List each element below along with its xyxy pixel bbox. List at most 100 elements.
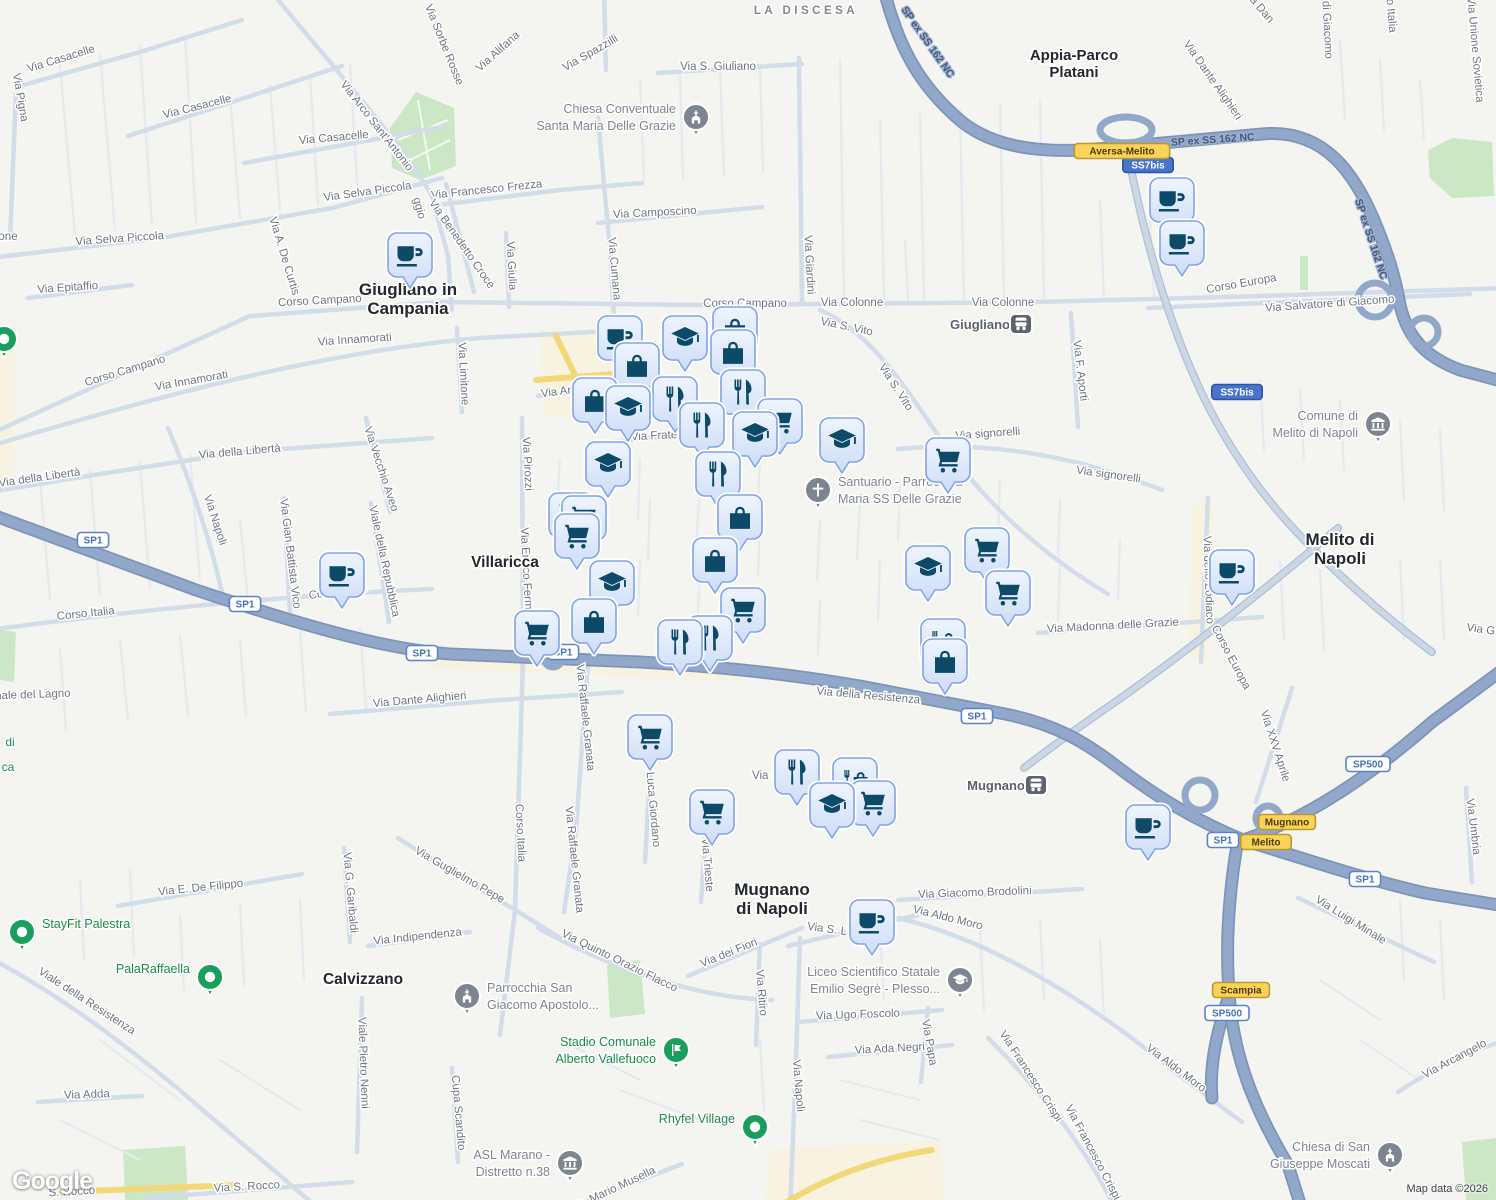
poi-cross-pin[interactable] <box>804 476 832 511</box>
city-label: Campania <box>367 299 449 318</box>
train-station-icon[interactable] <box>1024 774 1048 796</box>
pin-coffee[interactable] <box>1157 218 1207 279</box>
station-label: Mugnano <box>967 778 1025 793</box>
poi-label[interactable]: StayFit Palestra <box>41 916 132 933</box>
pin-coffee[interactable] <box>1123 802 1173 863</box>
poi-dot-pin[interactable] <box>8 918 36 953</box>
svg-text:SP1: SP1 <box>554 648 573 659</box>
poi-church-pin[interactable] <box>1376 1141 1404 1176</box>
road-label: Via Giardini <box>801 235 816 295</box>
svg-text:SP1: SP1 <box>413 649 432 660</box>
poi-label[interactable]: Distretto n.38 <box>474 1164 551 1181</box>
poi-label[interactable]: Comune di <box>1296 408 1359 425</box>
poi-label[interactable]: Parrocchia San <box>486 980 575 997</box>
city-label: Mugnano <box>734 880 810 899</box>
train-station-icon[interactable] <box>1009 313 1033 335</box>
route-shield: SP1 <box>228 595 262 613</box>
pin-cart[interactable] <box>625 712 675 773</box>
poi-label[interactable]: Liceo Scientifico Statale <box>806 964 942 981</box>
road-label: Corso Italia <box>512 803 527 862</box>
pin-coffee[interactable] <box>385 230 435 291</box>
svg-text:SP500: SP500 <box>1212 1009 1242 1020</box>
route-shield: Aversa-Melito <box>1073 142 1171 160</box>
pin-coffee[interactable] <box>847 897 897 958</box>
pin-grad[interactable] <box>730 409 780 470</box>
route-shield: Melito <box>1240 833 1293 851</box>
route-shield: SP1 <box>405 644 439 662</box>
poi-dot-pin[interactable] <box>196 963 224 998</box>
svg-text:SS7bis: SS7bis <box>1220 388 1254 399</box>
poi-label[interactable]: ASL Marano - <box>472 1147 552 1164</box>
poi-label[interactable]: Melito di Napoli <box>1271 425 1359 442</box>
pin-cart[interactable] <box>552 511 602 572</box>
road-label: nale del Lagno <box>0 688 71 703</box>
poi-dot-pin[interactable] <box>0 325 18 360</box>
pin-grad[interactable] <box>807 780 857 841</box>
road-label: Via S. Rocco <box>213 1179 280 1194</box>
poi-label[interactable]: Giuseppe Moscati <box>1268 1156 1371 1173</box>
svg-text:SP1: SP1 <box>1214 836 1233 847</box>
poi-label[interactable]: Giacomo Apostolo... <box>486 997 601 1014</box>
road-label: Corso Campano <box>278 293 362 309</box>
svg-text:SP500: SP500 <box>1353 760 1383 771</box>
pin-grad[interactable] <box>583 439 633 500</box>
pin-cart[interactable] <box>983 568 1033 629</box>
pin-cart[interactable] <box>848 778 898 839</box>
poi-label[interactable]: Stadio Comunale <box>559 1034 658 1051</box>
route-shield: Mugnano <box>1257 813 1317 831</box>
poi-label[interactable]: Maria SS Delle Grazie <box>837 491 964 508</box>
poi-label[interactable]: Alberto Vallefuoco <box>554 1051 658 1068</box>
poi-label[interactable]: Chiesa Conventuale <box>562 101 678 118</box>
pin-cart[interactable] <box>687 787 737 848</box>
pin-bag[interactable] <box>920 636 970 697</box>
poi-church-pin[interactable] <box>453 982 481 1017</box>
pin-grad[interactable] <box>603 383 653 444</box>
pin-cart[interactable] <box>512 608 562 669</box>
poi-label[interactable]: Chiesa di San <box>1291 1139 1372 1156</box>
poi-label[interactable]: Rhyfel Village <box>657 1111 736 1128</box>
poi-church-pin[interactable] <box>682 103 710 138</box>
pin-bag[interactable] <box>569 596 619 657</box>
pin-coffee[interactable] <box>317 550 367 611</box>
road-label: Via S. Giuliano <box>680 61 756 73</box>
poi-label[interactable]: Santa Maria Delle Grazie <box>535 118 678 135</box>
pin-grad[interactable] <box>817 415 867 476</box>
road-label: Via Ugo Foscolo <box>816 1008 901 1023</box>
city-label: Napoli <box>1314 549 1366 568</box>
poi-dot-pin[interactable] <box>741 1113 769 1148</box>
svg-text:Mugnano: Mugnano <box>1265 818 1309 829</box>
city-label: Calvizzano <box>323 971 403 988</box>
city-label: Platani <box>1049 64 1098 81</box>
svg-text:SP1: SP1 <box>968 712 987 723</box>
road-label: Via Epitaffio <box>37 280 99 296</box>
pin-bag[interactable] <box>690 535 740 596</box>
pin-fork[interactable] <box>655 617 705 678</box>
road-label: di <box>5 735 14 749</box>
poi-school-pin[interactable] <box>946 966 974 1001</box>
route-shield: Scampia <box>1211 981 1271 999</box>
road-label: Via Limitone <box>455 342 470 406</box>
poi-label[interactable]: Emilio Segrè - Plesso... <box>809 981 942 998</box>
pin-coffee[interactable] <box>1207 547 1257 608</box>
svg-text:SS7bis: SS7bis <box>1131 161 1165 172</box>
pin-fork[interactable] <box>677 400 727 461</box>
google-logo[interactable]: Google <box>12 1167 93 1195</box>
poi-label[interactable]: PalaRaffaella <box>114 961 191 978</box>
road-label: S. Rocco <box>48 1185 95 1199</box>
road-label: ca <box>2 760 15 774</box>
svg-text:SP1: SP1 <box>236 600 255 611</box>
pin-grad[interactable] <box>903 543 953 604</box>
route-shield: SS7bis <box>1122 156 1175 174</box>
svg-text:Melito: Melito <box>1252 838 1281 849</box>
pin-cart[interactable] <box>923 435 973 496</box>
poi-stadium-pin[interactable] <box>662 1036 690 1071</box>
poi-bank-pin[interactable] <box>556 1149 584 1184</box>
pin-grad[interactable] <box>660 313 710 374</box>
svg-text:SP1: SP1 <box>84 536 103 547</box>
road-label: Via Giulia <box>504 241 519 291</box>
svg-text:SP1: SP1 <box>1356 875 1375 886</box>
area-label: LA DISCESA <box>754 5 858 17</box>
poi-bank-pin[interactable] <box>1364 410 1392 445</box>
